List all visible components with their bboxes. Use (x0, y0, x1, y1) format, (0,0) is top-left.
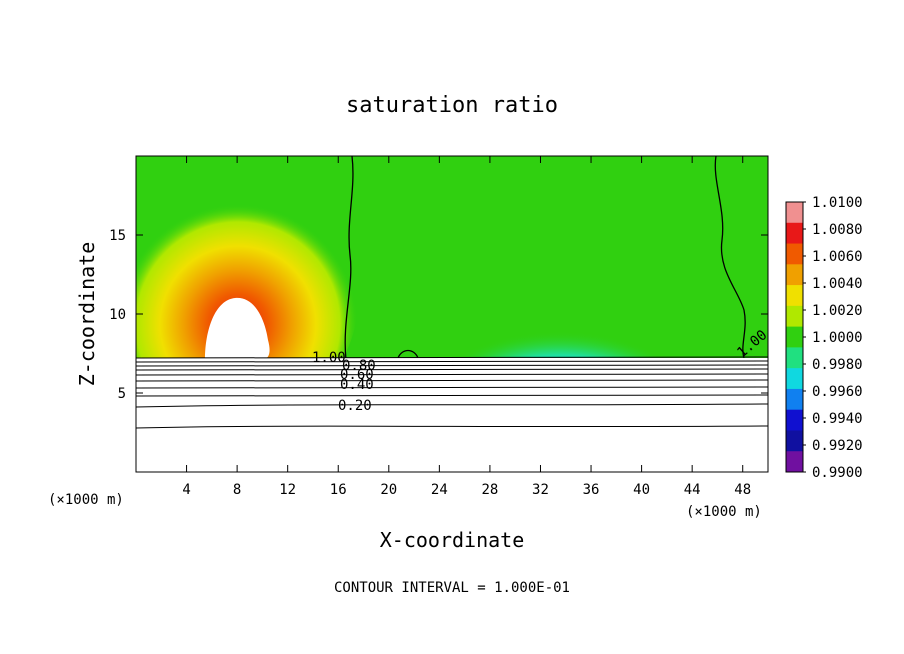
colorbar-label: 1.0040 (812, 276, 863, 292)
colorbar-swatch (786, 368, 803, 390)
contour-label: 1.00 (312, 350, 346, 366)
colorbar-swatch (786, 285, 803, 307)
x-axis: 4 8 12 16 20 24 28 32 36 40 44 48 (182, 156, 751, 498)
colorbar-swatch (786, 264, 803, 286)
x-tick-label: 48 (734, 482, 751, 498)
y-tick-label: 5 (118, 386, 126, 402)
x-tick-label: 4 (182, 482, 190, 498)
rh-contours (136, 356, 768, 429)
colorbar-swatch (786, 451, 803, 473)
colorbar-label: 1.0000 (812, 330, 863, 346)
contour-label: 0.20 (338, 398, 372, 414)
x-tick-label: 8 (233, 482, 241, 498)
y-axis: 5 10 15 (109, 228, 768, 402)
x-unit-label: (×1000 m) (48, 492, 124, 508)
y-axis-title: Z-coordinate (75, 242, 99, 387)
plot-area: 1.00 0.80 0.60 0.40 0.20 1.00 (136, 156, 768, 472)
colorbar-label: 1.0060 (812, 249, 863, 265)
colorbar-label: 1.0020 (812, 303, 863, 319)
colorbar: 1.0100 1.0080 1.0060 1.0040 1.0020 1.0000 0.99… (785, 195, 863, 481)
y-tick-label: 15 (109, 228, 126, 244)
colorbar-swatch (786, 409, 803, 431)
colorbar-swatch (786, 243, 803, 265)
contour-1.00-left (344, 156, 354, 361)
x-axis-title: X-coordinate (380, 528, 525, 552)
contour-1.00-small (397, 349, 419, 359)
colorbar-swatch (786, 347, 803, 369)
x-unit-label-right: (×1000 m) (686, 504, 762, 520)
colorbar-swatch (786, 305, 803, 328)
contour-label: 0.60 (340, 367, 374, 383)
cloud-core-white (205, 297, 270, 360)
colorbar-swatch (786, 430, 803, 452)
colorbar-label: 0.9920 (812, 438, 863, 454)
contour-label: 0.80 (342, 358, 376, 374)
contour-interval-footer: CONTOUR INTERVAL = 1.000E-01 (334, 580, 570, 596)
y-tick-label: 10 (109, 307, 126, 323)
colorbar-label: 0.9980 (812, 357, 863, 373)
x-tick-label: 44 (684, 482, 701, 498)
colorbar-swatch (786, 388, 803, 411)
colorbar-label: 1.0080 (812, 222, 863, 238)
colorbar-label: 0.9960 (812, 384, 863, 400)
colorbar-swatch (786, 326, 803, 348)
below-cloud-white (136, 358, 768, 472)
x-tick-label: 36 (583, 482, 600, 498)
colorbar-label: 1.0100 (812, 195, 863, 211)
chart-title: saturation ratio (346, 93, 558, 118)
contour-label: 0.40 (340, 377, 374, 393)
colorbar-swatch (786, 202, 803, 224)
colorbar-swatch (786, 222, 803, 245)
colorbar-label: 0.9900 (812, 465, 863, 481)
x-tick-label: 16 (330, 482, 347, 498)
contour-1.00-right (714, 156, 746, 359)
colorbar-label: 0.9940 (812, 411, 863, 427)
x-tick-label: 12 (279, 482, 296, 498)
x-tick-label: 32 (532, 482, 549, 498)
x-tick-label: 24 (431, 482, 448, 498)
x-tick-label: 20 (380, 482, 397, 498)
x-tick-label: 28 (481, 482, 498, 498)
x-tick-label: 40 (633, 482, 650, 498)
